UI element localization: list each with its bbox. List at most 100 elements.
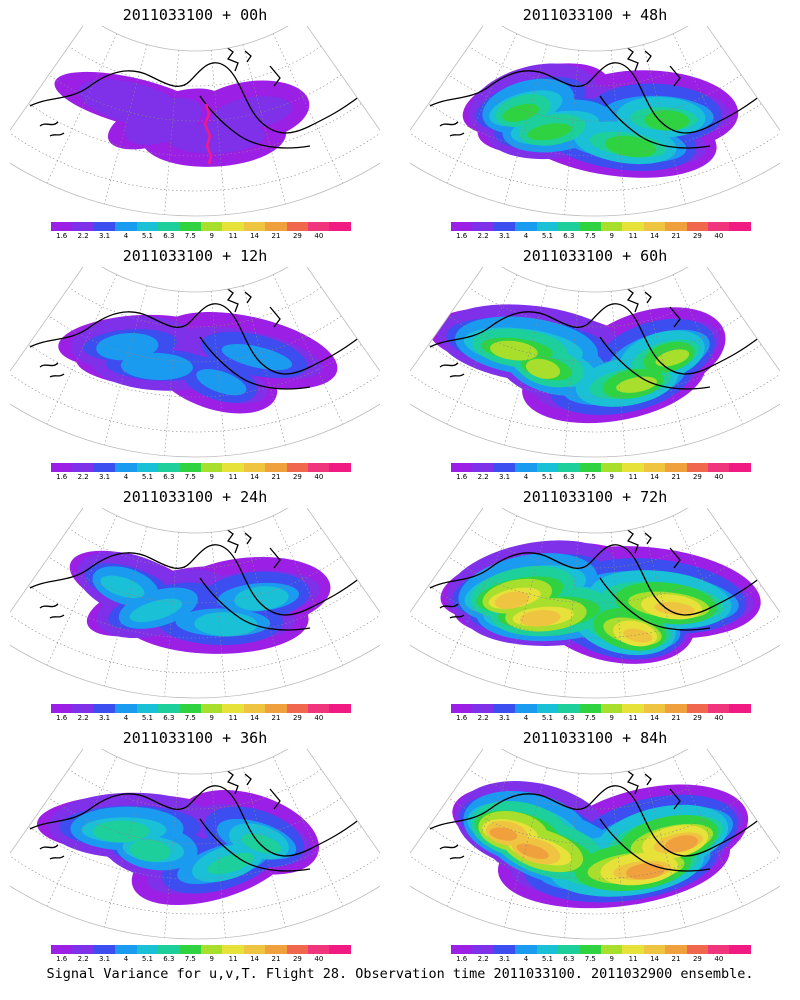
colorbar-label: 21 [671, 473, 681, 481]
colorbar-swatch [93, 463, 116, 472]
colorbar-swatch [308, 463, 330, 472]
colorbar-label: 3.1 [98, 714, 111, 722]
colorbar-swatch [708, 704, 730, 713]
colorbar-label: 14 [650, 714, 660, 722]
colorbar-swatch [729, 222, 751, 231]
colorbar-swatch [643, 945, 666, 954]
colorbar-swatch [93, 222, 116, 231]
colorbar-swatch [708, 463, 730, 472]
colorbar-swatch [493, 945, 516, 954]
colorbar-label: 1.6 [456, 232, 468, 240]
map-panel: 2011033100 + 60h 1.6 2.2 3.1 4 5.1 6.3 7.5 9 11 14… [400, 241, 790, 484]
map-panel: 2011033100 + 48h 1.6 2.2 3.1 4 5.1 6.3 7.5 9 11 14… [400, 0, 790, 243]
colorbar-swatch [179, 945, 201, 954]
colorbar-label: 14 [650, 473, 660, 481]
colorbar-label: 9 [609, 714, 614, 722]
colorbar-label: 4 [123, 714, 129, 722]
colorbar-swatch [451, 463, 473, 472]
colorbar-swatch [308, 945, 330, 954]
colorbar-swatch [115, 463, 137, 472]
colorbar-swatch [686, 704, 709, 713]
colorbar-swatch [200, 704, 223, 713]
colorbar-swatch [729, 704, 751, 713]
colorbar: 1.6 2.2 3.1 4 5.1 6.3 7.5 9 11 14 21 29 40 [51, 463, 351, 483]
colorbar-label: 3.1 [498, 232, 511, 240]
colorbar-swatch [515, 222, 537, 231]
colorbar: 1.6 2.2 3.1 4 5.1 6.3 7.5 9 11 14 21 29 40 [451, 222, 751, 242]
variance-map [410, 749, 780, 940]
colorbar-label: 40 [314, 473, 324, 481]
colorbar-label: 14 [250, 232, 260, 240]
colorbar-label: 7.5 [184, 473, 196, 481]
colorbar-label: 1.6 [56, 955, 68, 963]
colorbar-label: 2.2 [477, 473, 489, 481]
map-panel: 2011033100 + 00h 1.6 2.2 3.1 4 5.1 6.3 7.5 9 11 14… [0, 0, 390, 243]
colorbar-label: 21 [671, 955, 681, 963]
colorbar-label: 40 [314, 714, 324, 722]
colorbar-swatch [515, 945, 537, 954]
colorbar-swatch [200, 222, 223, 231]
colorbar-label: 9 [209, 714, 214, 722]
colorbar-label: 3.1 [98, 232, 111, 240]
colorbar-swatch [665, 704, 687, 713]
colorbar-swatch [708, 945, 730, 954]
colorbar: 1.6 2.2 3.1 4 5.1 6.3 7.5 9 11 14 21 29 40 [451, 463, 751, 483]
variance-map [10, 749, 380, 940]
colorbar-swatch [643, 222, 666, 231]
colorbar-label: 40 [714, 232, 724, 240]
colorbar-label: 29 [692, 473, 702, 481]
colorbar-label: 5.1 [541, 955, 553, 963]
graticule [10, 515, 380, 697]
colorbar-label: 40 [714, 955, 724, 963]
colorbar-swatch [622, 463, 644, 472]
colorbar-label: 5.1 [141, 714, 153, 722]
colorbar-label: 7.5 [584, 955, 596, 963]
panel-title: 2011033100 + 12h [122, 247, 268, 265]
graticule [10, 274, 380, 456]
colorbar-swatch [93, 704, 116, 713]
colorbar-label: 4 [523, 714, 529, 722]
colorbar-swatch [515, 704, 537, 713]
colorbar-label: 21 [271, 232, 281, 240]
colorbar-label: 4 [123, 473, 129, 481]
colorbar-label: 1.6 [456, 714, 468, 722]
panel-title: 2011033100 + 48h [522, 6, 668, 24]
colorbar-swatch [51, 463, 73, 472]
colorbar-swatch [472, 945, 494, 954]
colorbar-label: 3.1 [498, 473, 511, 481]
colorbar-swatch [643, 704, 666, 713]
colorbar-swatch [451, 704, 473, 713]
colorbar-swatch [72, 222, 94, 231]
colorbar-label: 7.5 [584, 232, 596, 240]
colorbar-label: 29 [292, 473, 302, 481]
panel-title: 2011033100 + 36h [122, 729, 268, 747]
colorbar-label: 14 [650, 232, 660, 240]
colorbar-swatch [115, 704, 137, 713]
coastline [429, 45, 761, 149]
colorbar-swatch [136, 704, 159, 713]
colorbar-label: 3.1 [498, 955, 511, 963]
colorbar-label: 6.3 [563, 955, 575, 963]
colorbar-label: 6.3 [563, 714, 575, 722]
colorbar-label: 11 [228, 473, 238, 481]
colorbar-label: 9 [209, 473, 214, 481]
graticule [410, 33, 780, 215]
variance-map [10, 26, 380, 217]
variance-map [410, 267, 780, 458]
colorbar-swatch [179, 222, 201, 231]
colorbar-swatch [308, 704, 330, 713]
colorbar-label: 40 [314, 232, 324, 240]
colorbar: 1.6 2.2 3.1 4 5.1 6.3 7.5 9 11 14 21 29 40 [51, 945, 351, 965]
colorbar-label: 6.3 [163, 714, 175, 722]
colorbar: 1.6 2.2 3.1 4 5.1 6.3 7.5 9 11 14 21 29 40 [451, 945, 751, 965]
colorbar-label: 2.2 [77, 955, 89, 963]
colorbar-swatch [536, 704, 559, 713]
colorbar-label: 2.2 [477, 955, 489, 963]
colorbar-swatch [686, 945, 709, 954]
colorbar-swatch [265, 945, 287, 954]
colorbar-label: 1.6 [456, 473, 468, 481]
colorbar-swatch [308, 222, 330, 231]
coastline [429, 768, 761, 872]
colorbar-label: 2.2 [77, 232, 89, 240]
colorbar-swatch [536, 945, 559, 954]
